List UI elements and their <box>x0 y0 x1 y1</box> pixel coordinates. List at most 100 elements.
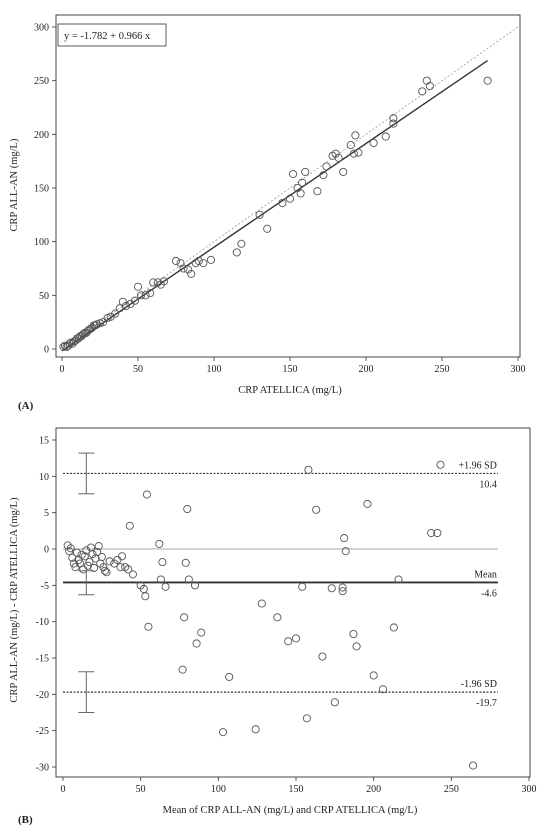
x-tick-label: 0 <box>60 364 65 375</box>
data-point <box>422 76 431 85</box>
data-point <box>136 291 146 300</box>
data-point <box>369 671 378 680</box>
x-tick-label: 150 <box>283 364 298 375</box>
data-point <box>117 552 127 561</box>
data-point <box>425 81 434 91</box>
panel-a-scatter-plot: 0 50 100 150 200 250 300 0 50 100 150 200 250 300 y =… <box>9 14 526 412</box>
x-tick-label: 250 <box>444 784 459 795</box>
y-tick-label: -15 <box>36 654 49 665</box>
data-point <box>330 698 339 707</box>
data-point <box>111 309 120 318</box>
panel-b-axes <box>55 427 531 778</box>
panel-b-xlabel: Mean of CRP ALL-AN (mg/L) and CRP ATELLI… <box>163 805 418 816</box>
data-point <box>298 178 307 187</box>
data-point <box>338 583 347 592</box>
data-point <box>91 321 100 330</box>
data-point <box>369 138 378 147</box>
x-tick-label: 150 <box>289 784 304 795</box>
data-point <box>183 504 192 514</box>
data-point <box>351 131 360 140</box>
data-point <box>313 187 322 196</box>
identity-line <box>61 26 519 350</box>
data-point <box>94 542 103 551</box>
data-point <box>322 162 331 171</box>
data-point <box>381 132 390 141</box>
data-point <box>142 490 151 499</box>
data-point <box>161 582 170 591</box>
data-point <box>288 169 298 179</box>
data-point <box>257 599 266 608</box>
data-point <box>82 546 91 555</box>
regression-equation: y = -1.782 + 0.966 x <box>64 31 151 42</box>
data-point <box>121 302 130 311</box>
data-point <box>318 652 327 661</box>
y-tick-label: 15 <box>39 436 49 447</box>
panel-b-reference-labels: +1.96 SD 10.4 Mean -4.6 -1.96 SD -19.7 <box>458 460 496 709</box>
data-point <box>199 259 208 268</box>
data-point <box>156 575 165 584</box>
data-point <box>128 570 137 579</box>
y-tick-label: 0 <box>44 545 49 556</box>
data-point <box>301 167 310 176</box>
data-point <box>319 171 328 180</box>
data-point <box>363 499 372 508</box>
panel-a-ylabel: CRP ALL-AN (mg/L) <box>9 138 20 231</box>
data-point <box>79 565 88 574</box>
panel-a-lines <box>61 26 519 352</box>
data-point <box>255 210 264 219</box>
panel-a-label: (A) <box>18 400 34 412</box>
reference-line-label: +1.96 SD <box>458 460 496 471</box>
data-point <box>237 239 246 248</box>
reference-line-label: Mean <box>474 569 497 580</box>
data-point <box>192 639 201 648</box>
data-point <box>427 528 436 538</box>
data-point <box>141 592 150 601</box>
data-point <box>187 269 196 278</box>
data-point <box>206 255 216 264</box>
panel-b-points <box>63 460 478 770</box>
y-tick-label: 10 <box>39 472 49 483</box>
panel-a-frame <box>55 14 521 358</box>
x-tick-label: 100 <box>207 364 222 375</box>
data-point <box>331 149 340 158</box>
data-point <box>436 460 445 469</box>
data-point <box>194 256 203 266</box>
reference-line-value: 10.4 <box>479 479 497 490</box>
data-point <box>349 629 358 639</box>
data-point <box>197 628 206 637</box>
data-point <box>115 304 124 313</box>
data-point <box>349 149 358 158</box>
x-tick-label: 50 <box>133 364 143 375</box>
x-tick-label: 200 <box>366 784 381 795</box>
data-point <box>190 581 200 590</box>
panel-b-label: (B) <box>18 814 33 826</box>
data-point <box>66 544 75 553</box>
y-tick-label: -20 <box>36 690 49 701</box>
y-tick-label: 200 <box>34 130 49 141</box>
x-tick-label: 300 <box>511 364 526 375</box>
x-tick-label: 300 <box>522 784 537 795</box>
data-point <box>159 277 168 286</box>
data-point <box>296 189 305 198</box>
data-point <box>178 665 187 674</box>
regression-line <box>61 60 488 352</box>
y-tick-label: -30 <box>36 763 49 774</box>
y-tick-label: -25 <box>36 726 49 737</box>
data-point <box>158 558 167 567</box>
data-point <box>378 685 388 694</box>
data-point <box>60 341 70 350</box>
reference-line-value: -19.7 <box>476 698 497 709</box>
data-point <box>171 256 181 266</box>
data-point <box>232 248 241 257</box>
data-point <box>155 539 164 548</box>
data-point <box>144 622 153 631</box>
data-point <box>225 672 234 681</box>
y-tick-label: 300 <box>34 23 49 34</box>
y-tick-label: 150 <box>34 184 49 195</box>
data-point <box>130 296 140 305</box>
data-point <box>389 119 398 128</box>
x-tick-label: 0 <box>61 784 66 795</box>
data-point <box>341 547 350 556</box>
data-point <box>298 582 307 591</box>
